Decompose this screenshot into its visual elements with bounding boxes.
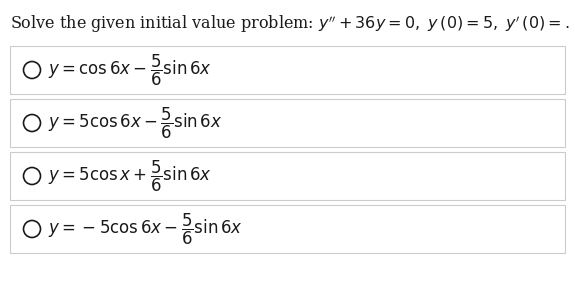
Text: $y = \cos 6x - \dfrac{5}{6}\sin 6x$: $y = \cos 6x - \dfrac{5}{6}\sin 6x$ bbox=[48, 52, 212, 88]
Bar bbox=[10, 205, 565, 253]
Text: $y = 5\cos x + \dfrac{5}{6}\sin 6x$: $y = 5\cos x + \dfrac{5}{6}\sin 6x$ bbox=[48, 158, 212, 194]
Text: Solve the given initial value problem: $y'' + 36y = 0,\ y\,(0) = 5,\ y'\,(0) = .: Solve the given initial value problem: $… bbox=[10, 14, 575, 35]
Bar bbox=[10, 99, 565, 147]
Bar bbox=[10, 46, 565, 94]
Text: $y = 5\cos 6x - \dfrac{5}{6}\sin 6x$: $y = 5\cos 6x - \dfrac{5}{6}\sin 6x$ bbox=[48, 106, 223, 141]
Text: $y = -5\cos 6x - \dfrac{5}{6}\sin 6x$: $y = -5\cos 6x - \dfrac{5}{6}\sin 6x$ bbox=[48, 211, 243, 247]
Bar bbox=[10, 152, 565, 200]
